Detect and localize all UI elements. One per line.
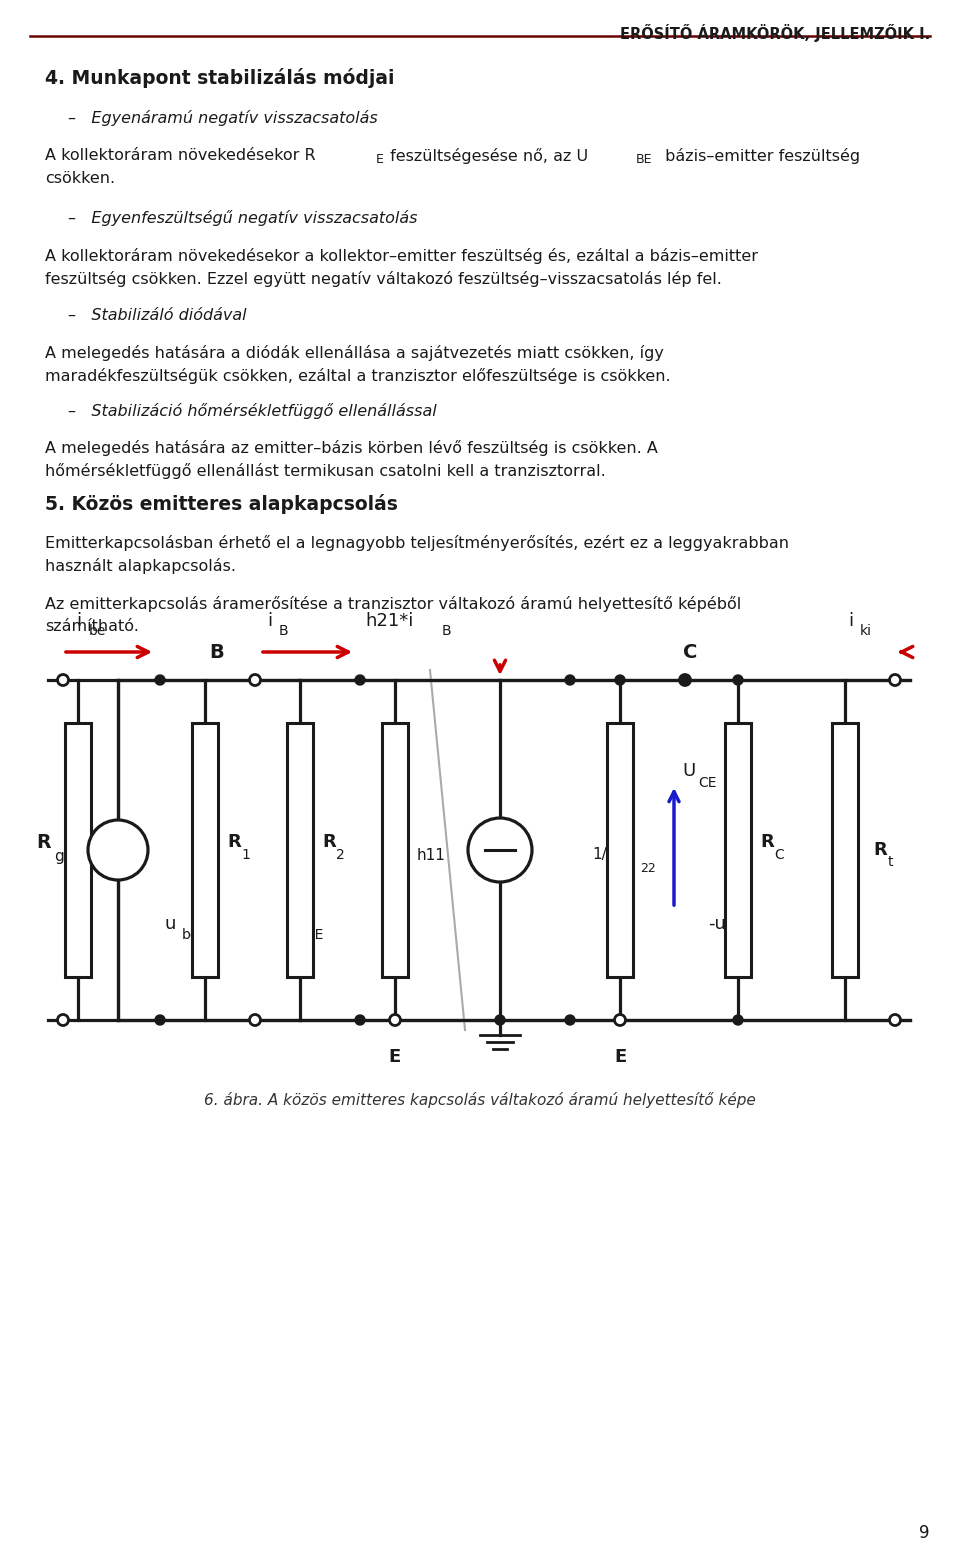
- Text: A melegedés hatására a diódák ellenállása a sajátvezetés miatt csökken, így: A melegedés hatására a diódák ellenállás…: [45, 345, 664, 362]
- Text: maradékfeszültségük csökken, ezáltal a tranzisztor előfeszültsége is csökken.: maradékfeszültségük csökken, ezáltal a t…: [45, 368, 671, 384]
- Text: B: B: [279, 623, 289, 637]
- Text: R: R: [227, 833, 241, 850]
- Text: BE: BE: [636, 153, 653, 166]
- Circle shape: [890, 1015, 900, 1026]
- Text: csökken.: csökken.: [45, 171, 115, 186]
- Text: 9: 9: [920, 1524, 930, 1543]
- Circle shape: [565, 675, 575, 684]
- Circle shape: [565, 1015, 575, 1026]
- Circle shape: [614, 1015, 626, 1026]
- Text: t: t: [888, 855, 894, 869]
- Circle shape: [58, 675, 68, 686]
- Text: CE: CE: [698, 777, 716, 789]
- Circle shape: [155, 1015, 165, 1026]
- Text: R: R: [322, 833, 336, 850]
- Text: Emitterkapcsolásban érhető el a legnagyobb teljesítményerősítés, ezért ez a legg: Emitterkapcsolásban érhető el a legnagyo…: [45, 536, 789, 551]
- Text: –   Egyenáramú negatív visszacsatolás: – Egyenáramú negatív visszacsatolás: [68, 110, 377, 125]
- Text: ki: ki: [730, 929, 742, 943]
- Text: i: i: [267, 612, 272, 630]
- Text: R: R: [36, 833, 51, 852]
- Circle shape: [680, 675, 690, 686]
- Text: u: u: [165, 915, 177, 933]
- Text: R: R: [873, 841, 887, 860]
- Text: használt alapkapcsolás.: használt alapkapcsolás.: [45, 557, 236, 575]
- Text: i: i: [848, 612, 853, 630]
- Text: –   Stabilizáló diódával: – Stabilizáló diódával: [68, 309, 247, 323]
- Text: U: U: [288, 915, 301, 933]
- Bar: [725, 723, 751, 977]
- Circle shape: [890, 675, 900, 686]
- Circle shape: [495, 1015, 505, 1026]
- Text: i: i: [76, 612, 82, 630]
- Text: g: g: [84, 888, 92, 902]
- Text: 4. Munkapont stabilizálás módjai: 4. Munkapont stabilizálás módjai: [45, 67, 395, 88]
- Text: 6. ábra. A közös emitteres kapcsolás váltakozó áramú helyettesítő képe: 6. ábra. A közös emitteres kapcsolás vál…: [204, 1092, 756, 1109]
- Text: Az emitterkapcsolás áramerősítése a tranzisztor váltakozó áramú helyettesítő kép: Az emitterkapcsolás áramerősítése a tran…: [45, 597, 741, 612]
- Text: -u: -u: [708, 915, 726, 933]
- Text: 5. Közös emitteres alapkapcsolás: 5. Közös emitteres alapkapcsolás: [45, 493, 397, 514]
- Circle shape: [680, 675, 690, 684]
- Circle shape: [390, 1015, 400, 1026]
- Text: 1/h: 1/h: [592, 847, 616, 863]
- Circle shape: [355, 1015, 365, 1026]
- Text: feszültségesése nő, az U: feszültségesése nő, az U: [385, 149, 588, 164]
- Text: C: C: [774, 849, 783, 861]
- Text: hőmérsékletfüggő ellenállást termikusan csatolni kell a tranzisztorral.: hőmérsékletfüggő ellenállást termikusan …: [45, 464, 606, 479]
- Text: E: E: [613, 1048, 626, 1066]
- Text: számítható.: számítható.: [45, 619, 139, 634]
- Text: B: B: [442, 623, 451, 637]
- Circle shape: [58, 1015, 68, 1026]
- Circle shape: [468, 817, 532, 882]
- Text: bázis–emitter feszültség: bázis–emitter feszültség: [660, 149, 860, 164]
- Bar: [192, 723, 218, 977]
- Text: –   Egyenfeszültségű negatív visszacsatolás: – Egyenfeszültségű negatív visszacsatolá…: [68, 210, 418, 226]
- Text: E: E: [376, 153, 384, 166]
- Text: U: U: [682, 763, 695, 780]
- Bar: [65, 723, 91, 977]
- Text: E: E: [389, 1048, 401, 1066]
- Circle shape: [615, 1015, 625, 1026]
- Circle shape: [355, 675, 365, 684]
- Text: be: be: [89, 623, 107, 637]
- Text: ki: ki: [860, 623, 872, 637]
- Bar: [607, 723, 633, 977]
- Text: 1: 1: [241, 849, 250, 861]
- Text: h11: h11: [417, 847, 445, 863]
- Bar: [287, 723, 313, 977]
- Text: 2: 2: [336, 849, 345, 861]
- Text: be: be: [182, 929, 200, 943]
- Text: 22: 22: [640, 861, 656, 874]
- Text: feszültség csökken. Ezzel együtt negatív váltakozó feszültség–visszacsatolás lép: feszültség csökken. Ezzel együtt negatív…: [45, 271, 722, 287]
- Text: u: u: [71, 880, 82, 897]
- Circle shape: [155, 675, 165, 684]
- Circle shape: [88, 821, 148, 880]
- Text: –   Stabilizáció hőmérsékletfüggő ellenállással: – Stabilizáció hőmérsékletfüggő ellenáll…: [68, 402, 437, 420]
- Text: BE: BE: [306, 929, 324, 943]
- Text: ERŐSÍTŐ ÁRAMKÖRÖK, JELLEMZŐIK I.: ERŐSÍTŐ ÁRAMKÖRÖK, JELLEMZŐIK I.: [620, 23, 930, 42]
- Bar: [832, 723, 858, 977]
- Text: A kollektoráram növekedésekor R: A kollektoráram növekedésekor R: [45, 149, 316, 163]
- Text: C: C: [683, 644, 697, 662]
- Text: B: B: [209, 644, 225, 662]
- Circle shape: [733, 675, 743, 684]
- Text: g: g: [54, 849, 64, 863]
- Circle shape: [615, 675, 625, 684]
- Circle shape: [250, 675, 260, 686]
- Circle shape: [250, 1015, 260, 1026]
- Bar: [382, 723, 408, 977]
- Text: R: R: [760, 833, 774, 850]
- Circle shape: [733, 1015, 743, 1026]
- Text: A kollektoráram növekedésekor a kollektor–emitter feszültség és, ezáltal a bázis: A kollektoráram növekedésekor a kollekto…: [45, 247, 758, 265]
- Text: h21*i: h21*i: [365, 612, 414, 630]
- Text: A melegedés hatására az emitter–bázis körben lévő feszültség is csökken. A: A melegedés hatására az emitter–bázis kö…: [45, 440, 658, 456]
